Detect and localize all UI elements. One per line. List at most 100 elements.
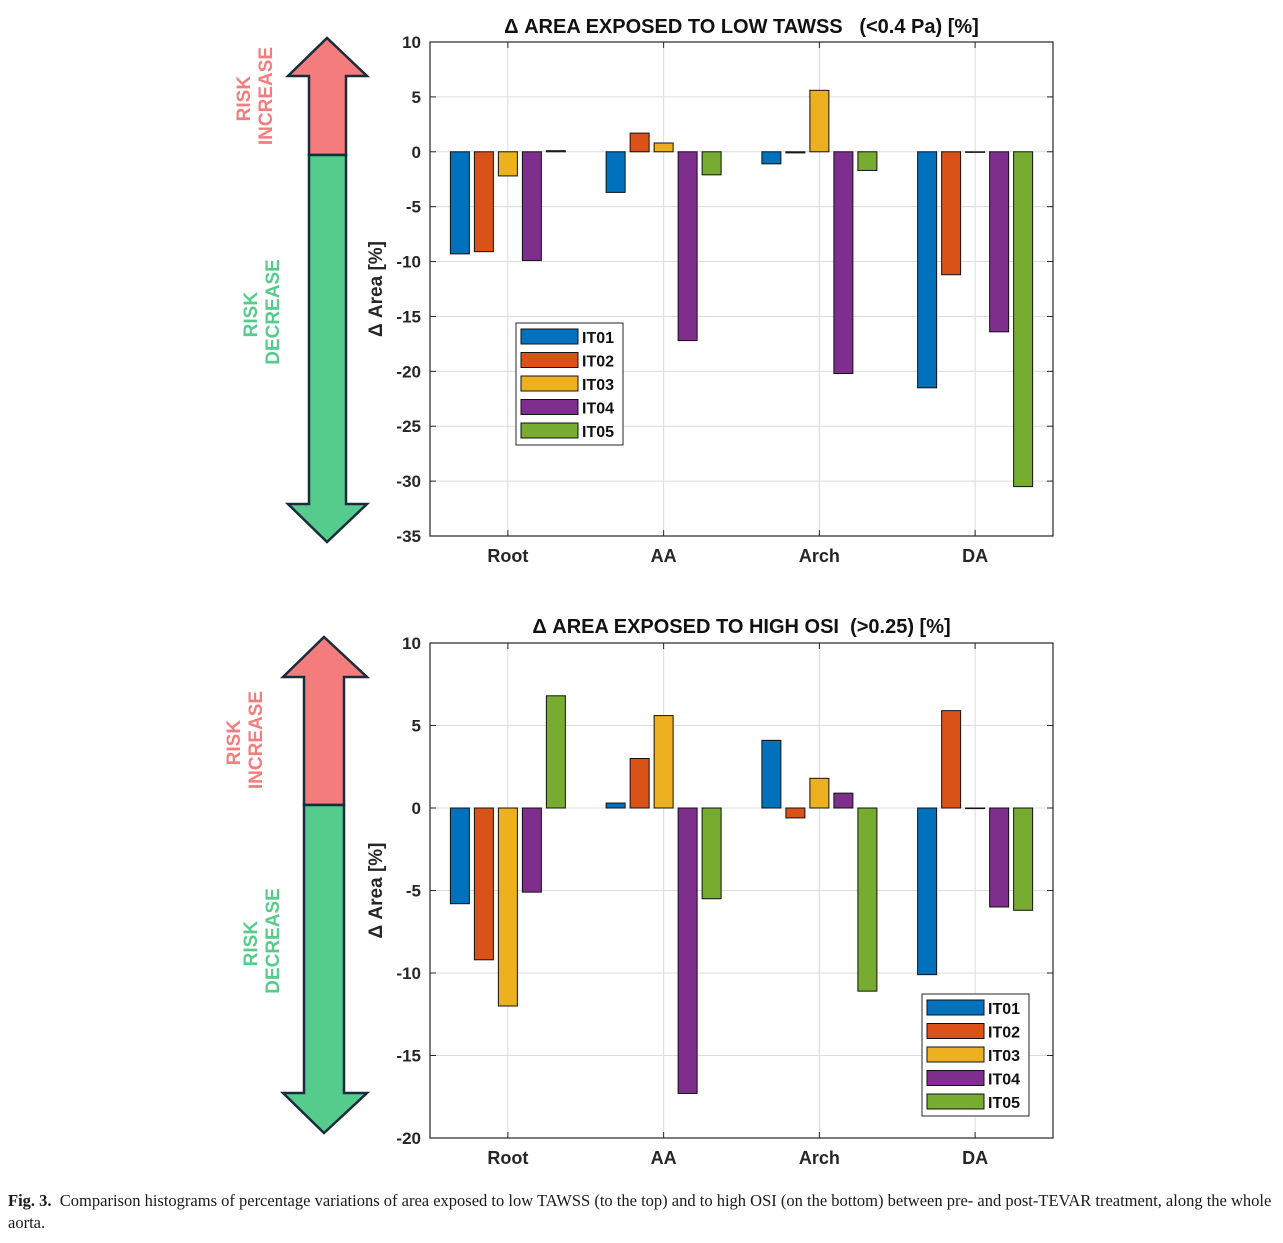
bar-it02-da [941, 710, 962, 809]
bar-it03-da [965, 151, 986, 153]
bar-it01-da [917, 807, 938, 976]
legend-swatch-it01 [926, 999, 985, 1016]
bar-it04-aa [677, 807, 698, 1094]
caption-text: Comparison histograms of percentage vari… [8, 1191, 1272, 1232]
legend-swatch-it04 [926, 1070, 985, 1086]
x-tick-label: AA [651, 1148, 677, 1168]
legend-swatch-it05 [926, 1093, 985, 1110]
caption-label: Fig. 3. [8, 1191, 52, 1210]
bar-it05-arch [857, 807, 878, 992]
risk-increase-label-bottom: RISK INCREASE [224, 691, 267, 789]
risk-decrease-word-2: DECREASE [263, 259, 284, 365]
chart-low-tawss: 10 5 0 -5 -10 -15 -20 -25 -30 -35 Root AA Arch DA Δ AR… [366, 16, 1054, 566]
risk-decrease-word-2: DECREASE [263, 888, 284, 994]
bar-it04-arch [833, 151, 854, 375]
x-tick-label: DA [962, 546, 988, 566]
y-tick-label: 0 [412, 143, 421, 162]
x-tick-label: Root [487, 1148, 528, 1168]
bar-it04-root [521, 151, 542, 261]
risk-arrow-top: RISK INCREASE RISK DECREASE [234, 36, 371, 544]
bar-it02-arch [785, 151, 806, 154]
legend-label-it01: IT01 [582, 330, 614, 347]
y-tick-label: -5 [406, 198, 421, 217]
bar-it03-aa [653, 142, 674, 153]
y-axis-label: Δ Area [%] [366, 241, 387, 337]
risk-increase-word-1: RISK [224, 720, 245, 766]
x-tick-label: DA [962, 1148, 988, 1168]
bar-it02-root [473, 151, 494, 253]
plot-area [430, 42, 1053, 536]
bar-it05-root [545, 695, 566, 809]
risk-arrow-bottom: RISK INCREASE RISK DECREASE [224, 635, 371, 1135]
bar-it01-aa [605, 151, 626, 193]
figure-caption: Fig. 3. Comparison histograms of percent… [8, 1190, 1278, 1234]
y-tick-label: -10 [396, 253, 421, 272]
x-tick-label: Arch [799, 1148, 840, 1168]
legend-label-it01: IT01 [988, 1001, 1020, 1018]
bar-it02-root [473, 807, 494, 961]
chart-high-osi: 10 5 0 -5 -10 -15 -20 Root AA Arch DA Δ AREA EXPOSE… [366, 616, 1054, 1168]
bar-it05-aa [701, 151, 722, 176]
y-tick-label: -30 [396, 472, 421, 491]
bar-it03-aa [653, 715, 674, 809]
legend-label-it04: IT04 [988, 1072, 1020, 1089]
y-tick-label: -5 [406, 882, 421, 901]
x-tick-label: AA [651, 546, 677, 566]
axes-box [429, 41, 1054, 537]
x-tick-label: Root [487, 546, 528, 566]
bar-it03-root [497, 807, 518, 1007]
bar-it04-da [989, 151, 1010, 333]
risk-increase-word-2: INCREASE [246, 691, 267, 789]
risk-increase-word-1: RISK [234, 76, 255, 122]
y-tick-label: -20 [396, 362, 421, 381]
bar-it05-da [1013, 807, 1034, 911]
bar-it04-root [521, 807, 542, 893]
bar-it03-da [965, 807, 986, 810]
bar-it04-arch [833, 792, 854, 809]
y-tick-label: -20 [396, 1129, 421, 1148]
risk-decrease-arrow-top [284, 153, 371, 544]
risk-decrease-label-top: RISK DECREASE [241, 259, 284, 365]
y-tick-label: -35 [396, 527, 421, 546]
bar-it04-da [989, 807, 1010, 908]
x-tick-label: Arch [799, 546, 840, 566]
bar-it01-arch [761, 739, 782, 809]
legend-swatch-it05 [520, 422, 579, 439]
risk-decrease-word-1: RISK [241, 292, 262, 338]
chart-title: Δ AREA EXPOSED TO HIGH OSI (>0.25) [%] [532, 616, 950, 638]
bar-it03-root [497, 151, 518, 177]
y-tick-label: -10 [396, 964, 421, 983]
legend-swatch-it02 [926, 1023, 985, 1039]
legend-label-it02: IT02 [582, 354, 614, 371]
legend-swatch-it03 [520, 375, 579, 392]
risk-decrease-arrow-bottom [279, 803, 371, 1135]
legend-swatch-it03 [926, 1046, 985, 1063]
legend-label-it04: IT04 [582, 401, 614, 418]
y-tick-label: -15 [396, 1047, 421, 1066]
bar-it04-aa [677, 151, 698, 342]
chart-title: Δ AREA EXPOSED TO LOW TAWSS (<0.4 Pa) [%… [504, 16, 979, 38]
bar-it01-root [449, 807, 470, 905]
legend-swatch-it02 [520, 352, 579, 368]
y-tick-label: 10 [402, 634, 421, 653]
bar-it05-arch [857, 151, 878, 171]
bar-it03-arch [809, 89, 830, 153]
risk-decrease-label-bottom: RISK DECREASE [241, 888, 284, 994]
bar-it01-root [449, 151, 470, 255]
y-tick-label: -25 [396, 417, 421, 436]
y-tick-label: 5 [412, 717, 421, 736]
legend-label-it03: IT03 [582, 377, 614, 394]
bar-it01-arch [761, 151, 782, 165]
y-tick-label: 0 [412, 799, 421, 818]
y-tick-label: 5 [412, 88, 421, 107]
bar-it02-da [941, 151, 962, 276]
bar-it03-arch [809, 777, 830, 809]
risk-decrease-word-1: RISK [241, 921, 262, 967]
risk-increase-arrow-top [284, 36, 371, 157]
y-tick-label: 10 [402, 33, 421, 52]
risk-increase-label-top: RISK INCREASE [234, 47, 277, 145]
bar-it02-arch [785, 807, 806, 819]
bar-it02-aa [629, 132, 650, 153]
y-tick-label: -15 [396, 307, 421, 326]
bar-it01-aa [605, 802, 626, 809]
